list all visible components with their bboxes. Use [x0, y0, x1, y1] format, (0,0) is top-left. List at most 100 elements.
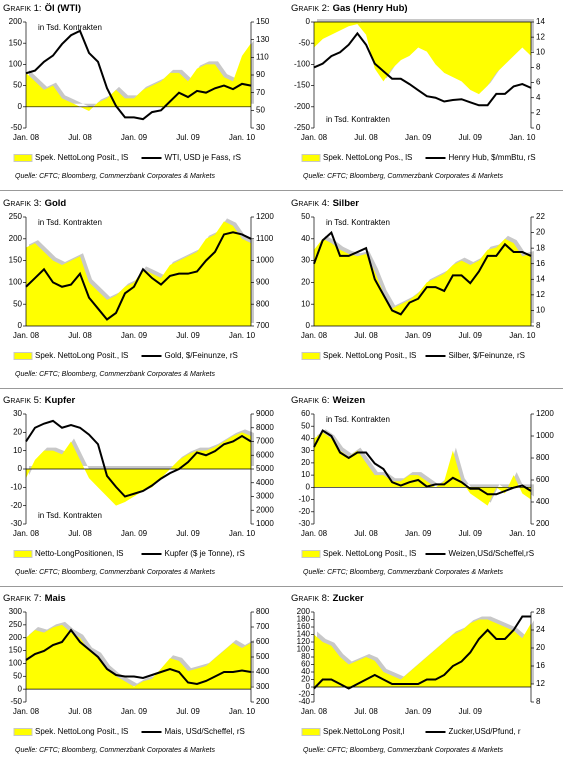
chart-title: Grafik 1: Öl (WTI)	[3, 3, 81, 14]
y2-tick-label: 800	[256, 299, 270, 308]
x-tick-label: Jan. 09	[121, 707, 148, 716]
area	[314, 432, 531, 506]
x-tick-label: Jan. 08	[13, 331, 40, 340]
x-tick-label: Jul. 08	[354, 331, 378, 340]
y-tick-label: 10	[13, 446, 22, 455]
x-tick-label: Jan. 09	[405, 707, 432, 716]
legend-swatch	[13, 154, 33, 162]
source: Quelle: CFTC; Bloomberg, Commerzbank Cor…	[303, 173, 503, 180]
line	[313, 31, 532, 107]
legend-label: Silber, $/Feinunze, rS	[449, 351, 525, 360]
y-tick-label: -50	[10, 697, 22, 706]
y-tick-label: 80	[301, 652, 310, 661]
y2-tick-label: 500	[256, 652, 270, 661]
legend-swatch	[301, 728, 321, 736]
y2-tick-label: 12	[536, 32, 545, 41]
y2-tick-label: 2000	[256, 505, 274, 514]
y-tick-label: 0	[18, 102, 23, 111]
x-tick-label: Jan. 09	[405, 529, 432, 538]
legend-label: Spek. NettoLong Posit., lS	[35, 153, 128, 162]
y2-tick-label: 1200	[256, 212, 274, 221]
y-tick-label: 40	[301, 234, 310, 243]
area	[26, 43, 251, 112]
chart-title: Grafik 8: Zucker	[291, 593, 364, 604]
x-tick-label: Jan. 09	[405, 331, 432, 340]
y-tick-label: 20	[13, 427, 22, 436]
source: Quelle: CFTC; Bloomberg, Commerzbank Cor…	[303, 569, 503, 576]
legend-label: Spek. NettoLong Posit., lS	[35, 727, 128, 736]
source: Quelle: CFTC; Bloomberg, Commerzbank Cor…	[15, 371, 215, 378]
x-tick-label: Jul. 09	[176, 707, 200, 716]
source: Quelle: CFTC; Bloomberg, Commerzbank Cor…	[15, 569, 215, 576]
legend-label: Weizen,USd/Scheffel,rS	[449, 549, 535, 558]
y-tick-label: 100	[9, 60, 23, 69]
y2-tick-label: 1000	[256, 519, 274, 528]
y2-tick-label: 3000	[256, 492, 274, 501]
area-shadow	[29, 429, 254, 503]
x-tick-label: Jul. 08	[354, 529, 378, 538]
y-tick-label: 30	[301, 256, 310, 265]
chart-label: Grafik 2:	[291, 3, 330, 14]
y2-tick-label: 700	[256, 321, 270, 330]
x-tick-label: Jan. 09	[405, 133, 432, 142]
y-tick-label: 150	[9, 646, 23, 655]
y-tick-label: -10	[298, 495, 310, 504]
legend-label: Zucker,USd/Pfund, r	[449, 727, 521, 736]
y2-tick-label: 150	[256, 17, 270, 26]
chart-label: Grafik 8:	[291, 593, 330, 604]
legend-swatch	[13, 728, 33, 736]
y-tick-label: -20	[298, 507, 310, 516]
y-tick-label: 10	[301, 470, 310, 479]
annotation: in Tsd. Kontrakten	[326, 415, 390, 424]
y2-tick-label: 18	[536, 243, 545, 252]
chart-title: Grafik 3: Gold	[3, 198, 66, 209]
x-tick-label: Jan. 08	[301, 133, 328, 142]
y-tick-label: 20	[301, 675, 310, 684]
line	[313, 429, 532, 496]
chart-title-text: Öl (WTI)	[45, 3, 81, 14]
y-tick-label: 30	[13, 409, 22, 418]
y2-tick-label: 6	[536, 78, 541, 87]
line	[25, 231, 252, 321]
chart-title: Grafik 2: Gas (Henry Hub)	[291, 3, 408, 14]
y-tick-label: 200	[9, 234, 23, 243]
y-tick-label: 0	[306, 321, 311, 330]
line	[25, 628, 252, 686]
y-tick-label: 0	[18, 464, 23, 473]
y2-tick-label: 7000	[256, 437, 274, 446]
y2-tick-label: 130	[256, 35, 270, 44]
y-tick-label: 0	[18, 321, 23, 330]
x-tick-label: Jan. 08	[301, 707, 328, 716]
y2-tick-label: 24	[536, 625, 545, 634]
x-tick-label: Jul. 08	[354, 133, 378, 142]
legend-label: WTI, USD je Fass, rS	[165, 153, 241, 162]
x-tick-label: Jan. 10	[229, 529, 256, 538]
legend-swatch	[13, 550, 33, 558]
annotation: in Tsd. Kontrakten	[38, 511, 102, 520]
y-tick-label: -20	[10, 501, 22, 510]
y2-tick-label: 14	[536, 274, 545, 283]
y-tick-label: 50	[13, 299, 22, 308]
y-tick-label: 250	[9, 212, 23, 221]
line	[25, 29, 252, 121]
chart-title-text: Mais	[45, 593, 66, 604]
legend-label: Spek. NettoLong Posit., lS	[35, 351, 128, 360]
y-tick-label: 140	[297, 630, 311, 639]
chart-title-text: Weizen	[333, 395, 366, 406]
y-tick-label: 50	[301, 212, 310, 221]
chart-title: Grafik 6: Weizen	[291, 395, 365, 406]
x-tick-label: Jan. 10	[229, 707, 256, 716]
y2-tick-label: 1200	[536, 409, 554, 418]
y-tick-label: 150	[9, 256, 23, 265]
legend-label: Mais, USd/Scheffel, rS	[165, 727, 245, 736]
y-tick-label: -50	[298, 38, 310, 47]
y-tick-label: -30	[10, 519, 22, 528]
y2-tick-label: 8	[536, 321, 541, 330]
y2-tick-label: 800	[256, 607, 270, 616]
area	[314, 619, 531, 687]
y2-tick-label: 8000	[256, 423, 274, 432]
source: Quelle: CFTC; Bloomberg, Commerzbank Cor…	[15, 747, 215, 754]
y2-tick-label: 28	[536, 607, 545, 616]
x-tick-label: Jul. 09	[458, 331, 482, 340]
y2-tick-label: 200	[536, 519, 550, 528]
